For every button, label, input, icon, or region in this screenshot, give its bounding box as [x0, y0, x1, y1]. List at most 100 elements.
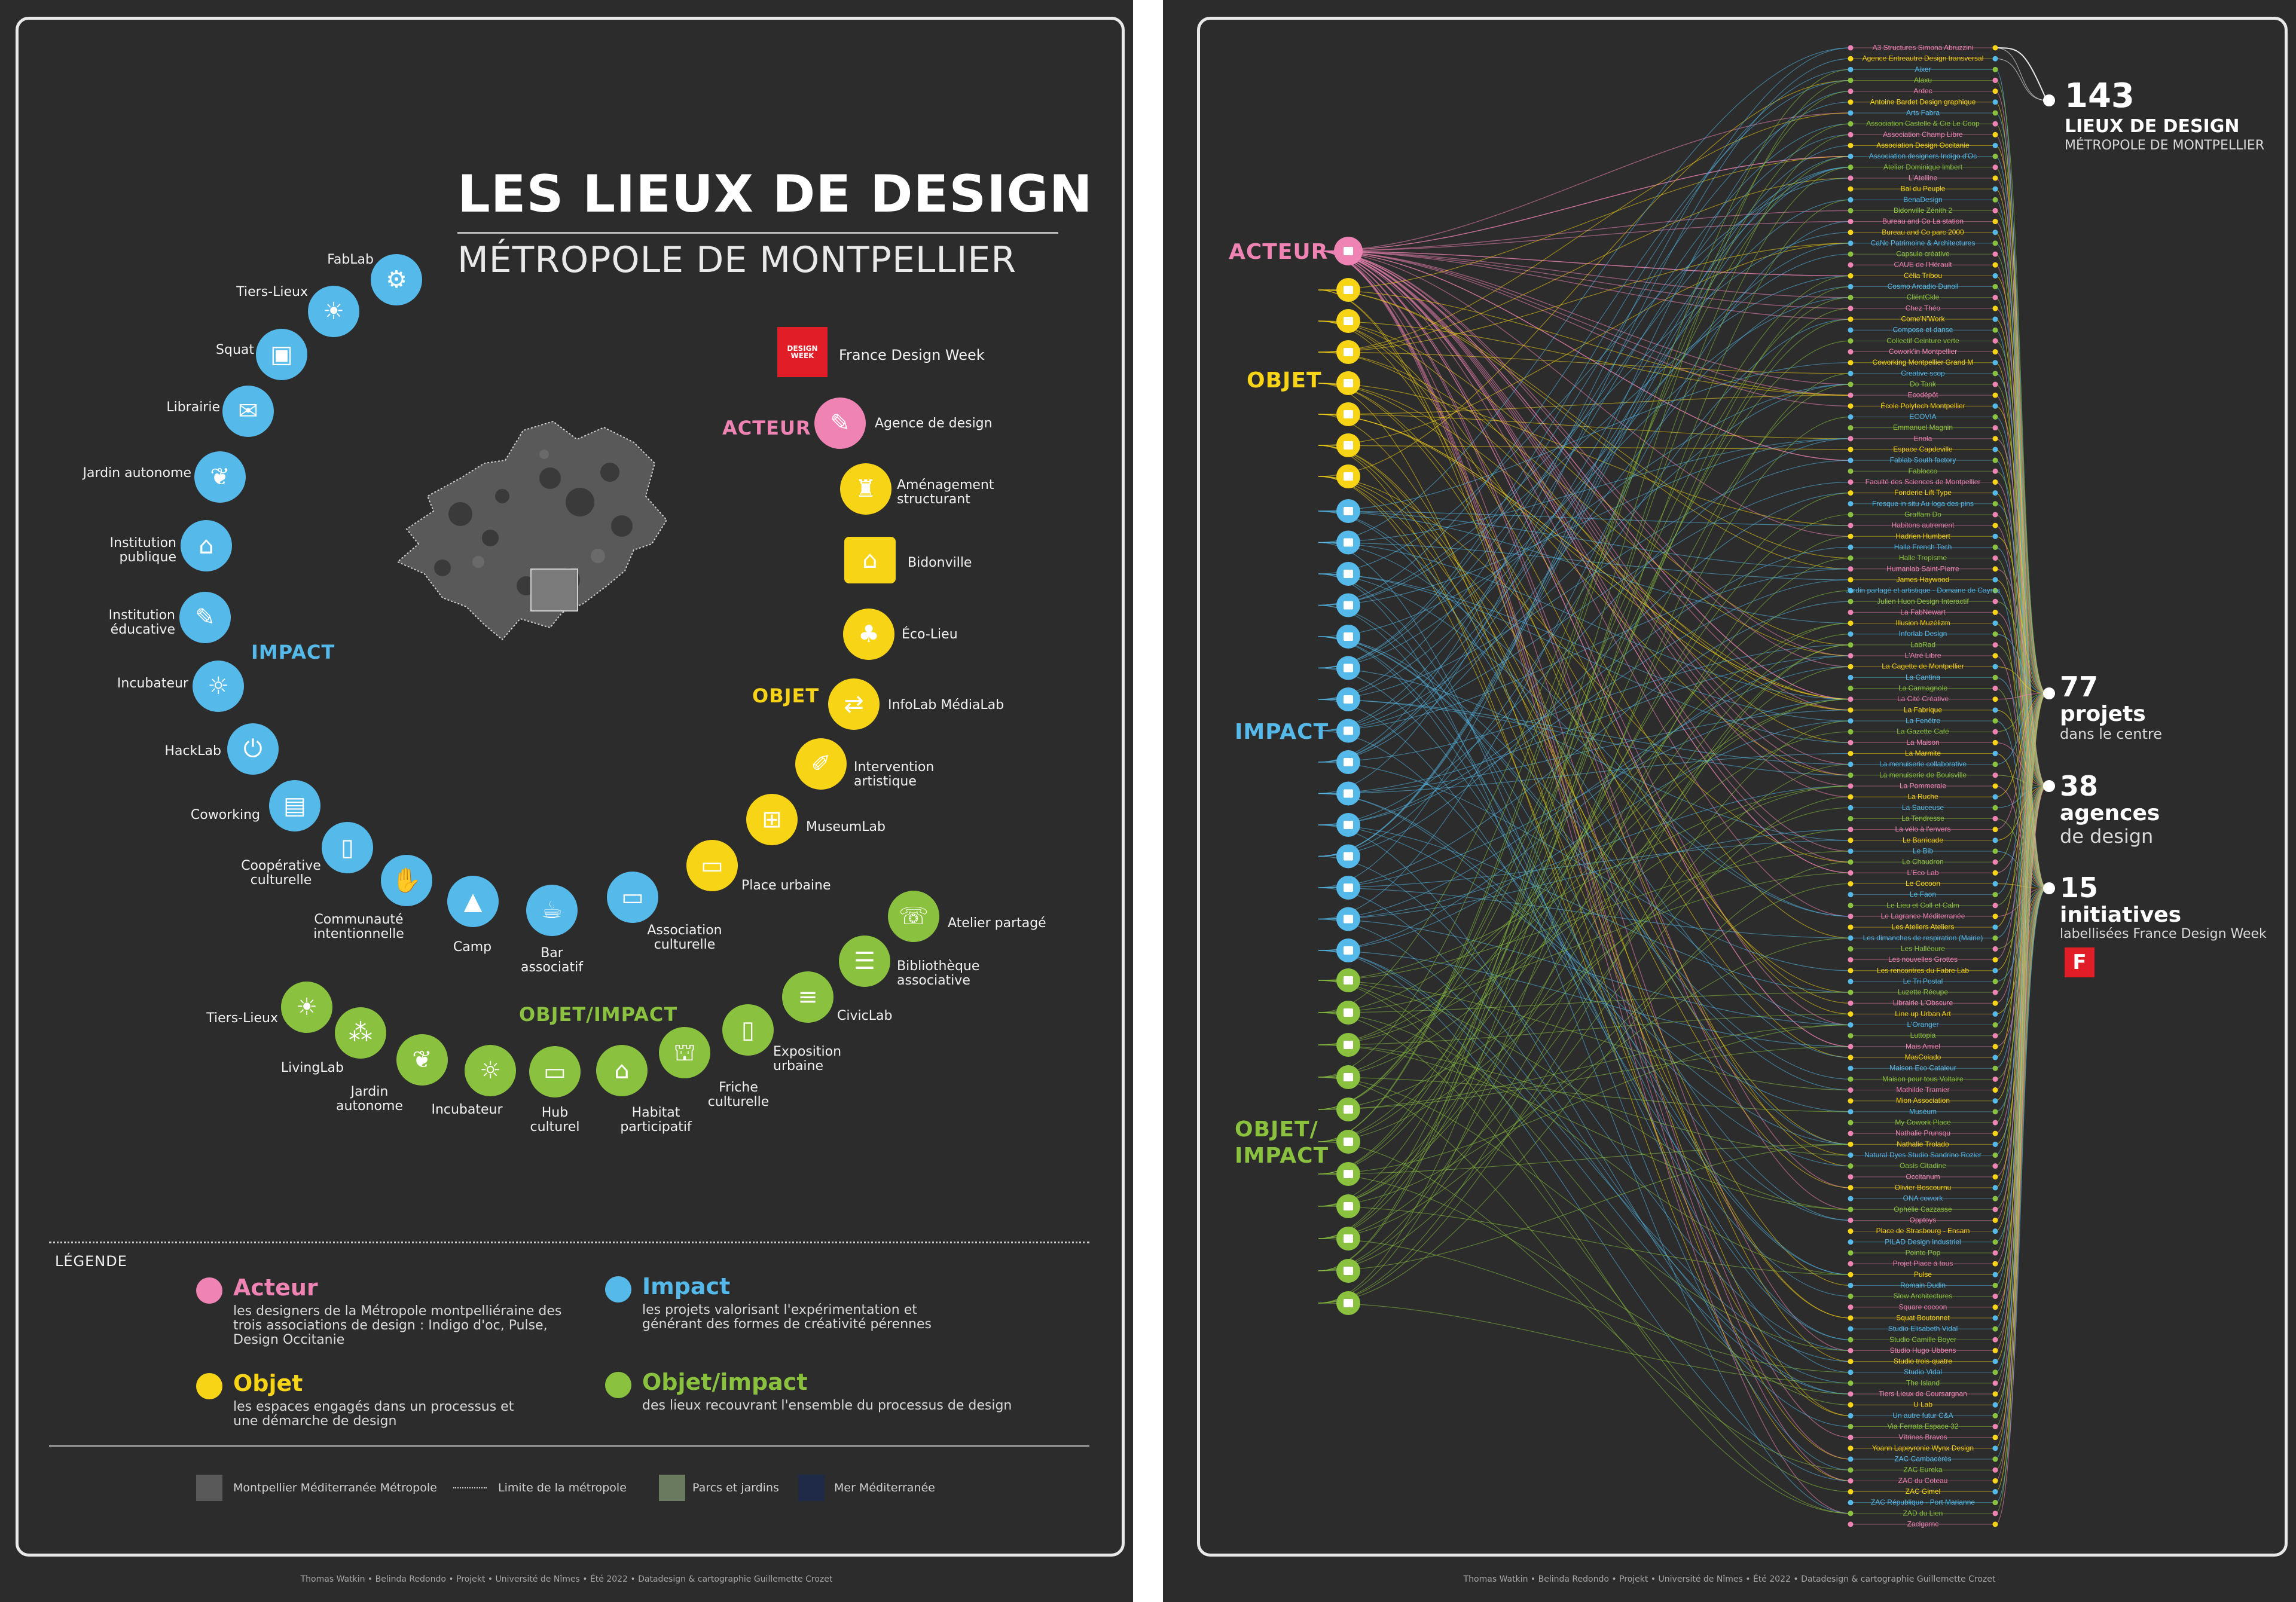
- place-name-label: MasCoiado: [1905, 1053, 1941, 1062]
- place-name-label: La Cité Créative: [1897, 695, 1949, 703]
- place-name-label: Studio Hugo Ubbens: [1890, 1346, 1956, 1355]
- link-line: [1318, 1024, 1851, 1110]
- place-node-dot: [1848, 316, 1854, 322]
- place-name-label: Slow Architectures: [1894, 1292, 1953, 1300]
- place-name-label: Oasis Citadine: [1900, 1161, 1946, 1170]
- place-node-dot: [1848, 631, 1854, 637]
- place-name-label: Fablocco: [1909, 467, 1938, 475]
- place-name-label: La menuiserie collaborative: [1879, 760, 1967, 768]
- label-bidonville: Bidonville: [908, 555, 972, 570]
- place-node-dot: [1848, 609, 1854, 615]
- link-line: [1318, 1044, 1851, 1210]
- place-node-dot: [1848, 729, 1854, 735]
- label-amenagement: Aménagement structurant: [897, 478, 994, 507]
- place-node-dot: [1848, 1228, 1854, 1234]
- total-link-line: [1995, 644, 2047, 787]
- place-node-dot: [1848, 284, 1854, 290]
- place-node-dot: [1848, 1174, 1854, 1180]
- link-line: [1318, 636, 1851, 1275]
- place-name-label: Luzette Récupe: [1898, 988, 1948, 996]
- place-node-dot: [1992, 381, 1998, 387]
- place-name-label: Le Bib: [1913, 846, 1933, 855]
- total-link-line: [1995, 693, 2047, 928]
- total-link-line: [1995, 693, 2047, 1123]
- place-name-label: My Cowork Place: [1895, 1118, 1951, 1127]
- main-title: LES LIEUX DE DESIGN: [457, 164, 1093, 224]
- link-line: [1318, 950, 1851, 1481]
- place-node-dot: [1848, 1424, 1854, 1430]
- place-node-dot: [1992, 1217, 1998, 1223]
- place-node-dot: [1992, 1347, 1998, 1353]
- link-line: [1318, 69, 1851, 1142]
- total-link-line: [1995, 693, 2047, 700]
- place-node-dot: [1992, 501, 1998, 507]
- place-name-label: L'Atré Libre: [1905, 652, 1941, 660]
- place-node-dot: [1992, 968, 1998, 974]
- total-link-line: [1995, 693, 2047, 961]
- link-line: [1318, 243, 1851, 732]
- link-line: [1318, 156, 1851, 1013]
- place-node-dot: [1992, 1196, 1998, 1202]
- link-line: [1318, 320, 1851, 1014]
- link-line: [1318, 634, 1851, 1207]
- place-name-label: Yoann Lapeyronie Wynx Design: [1872, 1444, 1974, 1452]
- link-line: [1318, 699, 1851, 888]
- link-line: [1318, 980, 1851, 1405]
- total-agences-number: 38: [2060, 770, 2099, 802]
- place-node-dot: [1848, 664, 1854, 669]
- link-line: [1318, 887, 1851, 1395]
- place-node-dot: [1848, 512, 1854, 518]
- link-line: [1318, 1173, 1851, 1395]
- place-name-label: Square cocoon: [1899, 1303, 1947, 1311]
- link-line: [1318, 210, 1851, 252]
- place-node-dot: [1992, 1456, 1998, 1462]
- place-node-dot: [1992, 251, 1998, 257]
- place-node-dot: [1992, 512, 1998, 518]
- place-node-dot: [1992, 186, 1998, 192]
- link-line: [1318, 320, 1851, 396]
- place-node-dot: [1848, 1163, 1854, 1169]
- link-line: [1318, 250, 1851, 320]
- place-node-dot: [1992, 164, 1998, 170]
- metropole-map: [396, 420, 668, 641]
- place-node-dot: [1848, 66, 1854, 72]
- place-name-label: La Carmagnole: [1898, 684, 1947, 692]
- link-line: [1318, 351, 1851, 656]
- place-node-dot: [1992, 924, 1998, 930]
- place-node-dot: [1848, 457, 1854, 463]
- link-line: [1318, 636, 1851, 1026]
- total-link-line: [1995, 438, 2047, 694]
- place-node-dot: [1848, 1304, 1854, 1310]
- link-line: [1318, 145, 1851, 857]
- place-node-dot: [1992, 392, 1998, 398]
- link-line: [1318, 1024, 1851, 1175]
- link-lines: [1318, 47, 2047, 1525]
- link-line: [1318, 980, 1851, 1091]
- place-node-dot: [1992, 66, 1998, 72]
- link-line: [1318, 275, 1851, 606]
- place-name-label: Le Lieu et Coll et Calm: [1886, 901, 1959, 909]
- place-node-dot: [1848, 1098, 1854, 1104]
- place-name-label: Mathilde Tramier: [1896, 1086, 1949, 1094]
- total-agences-sub: de design: [2060, 825, 2154, 848]
- link-line: [1318, 636, 1851, 1080]
- key-metropole: Montpellier Méditerranée Métropole: [233, 1481, 437, 1494]
- link-line: [1318, 416, 1851, 1239]
- category-node-glyph: [1344, 348, 1353, 356]
- link-line: [1318, 918, 1851, 1026]
- place-node-dot: [1848, 197, 1854, 203]
- link-line: [1318, 91, 1851, 888]
- place-name-label: Le Chaudron: [1902, 858, 1943, 866]
- key-limite: Limite de la métropole: [498, 1481, 627, 1494]
- label-bibliotheque: Bibliothèque associative: [897, 959, 980, 988]
- link-line: [1318, 414, 1851, 711]
- place-node-dot: [1848, 881, 1854, 886]
- category-node-glyph: [1344, 976, 1353, 985]
- total-link-line: [1995, 693, 2047, 830]
- link-line: [1318, 573, 1851, 917]
- place-node-dot: [1848, 501, 1854, 507]
- place-node-dot: [1848, 1054, 1854, 1060]
- link-line: [1318, 250, 1851, 1460]
- place-node-dot: [1848, 99, 1854, 105]
- link-line: [1318, 232, 1851, 606]
